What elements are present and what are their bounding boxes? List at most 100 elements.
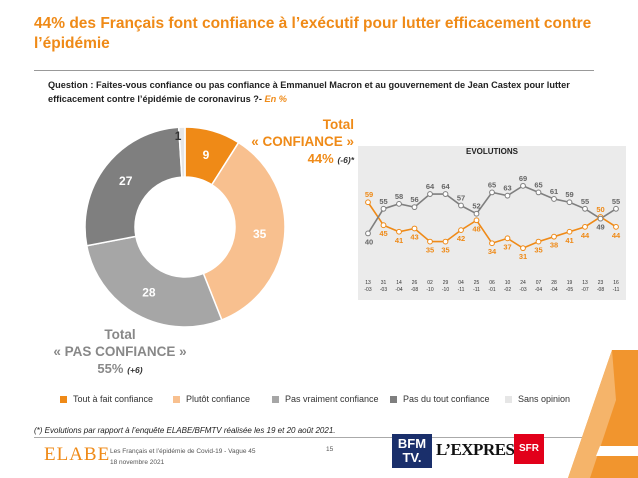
bfmtv-logo-line1: BFM bbox=[397, 436, 427, 451]
legend-label-sans-opinion: Sans opinion bbox=[518, 394, 571, 404]
evo-label-pas-confiance: 40 bbox=[365, 237, 373, 246]
evo-point-confiance bbox=[427, 238, 433, 245]
evo-label-pas-confiance: 55 bbox=[379, 197, 387, 206]
evo-point-pas-confiance bbox=[597, 215, 604, 222]
legend-item-pas-vraiment: Pas vraiment confiance bbox=[272, 394, 379, 404]
evo-tick-label-month: -04 bbox=[395, 287, 402, 293]
legend-swatch-plutot bbox=[173, 395, 180, 403]
legend-label-pas-du-tout: Pas du tout confiance bbox=[403, 394, 490, 404]
evo-label-confiance: 35 bbox=[426, 246, 434, 255]
lexpress-logo: L’EXPRESS bbox=[436, 440, 524, 459]
evo-tick-label: 28 bbox=[551, 280, 557, 286]
evo-point-confiance bbox=[551, 233, 557, 240]
total-pas-confiance-line1: Total bbox=[104, 327, 136, 342]
evo-label-confiance: 45 bbox=[379, 229, 387, 238]
evo-point-confiance bbox=[535, 238, 542, 245]
footer-date: 18 novembre 2021 bbox=[110, 459, 165, 466]
evo-point-confiance bbox=[613, 223, 619, 230]
evo-label-confiance: 59 bbox=[365, 190, 373, 199]
legend-item-pas-du-tout: Pas du tout confiance bbox=[390, 394, 490, 404]
evo-point-pas-confiance bbox=[551, 196, 557, 202]
total-confiance: Total « CONFIANCE » 44% (-6)* bbox=[244, 116, 354, 169]
legend-swatch-pas-du-tout bbox=[390, 395, 397, 403]
evo-label-pas-confiance: 57 bbox=[457, 194, 465, 203]
evo-label-confiance: 41 bbox=[395, 236, 403, 245]
question-text: Question : Faites-vous confiance ou pas … bbox=[48, 78, 594, 106]
evo-point-confiance bbox=[396, 228, 402, 235]
donut-label-tout: 9 bbox=[203, 148, 210, 162]
evo-point-pas-confiance bbox=[442, 191, 449, 197]
evo-label-confiance: 31 bbox=[519, 252, 527, 261]
evolutions-panel bbox=[358, 146, 626, 300]
legend-item-plutot: Plutôt confiance bbox=[173, 394, 250, 404]
evo-tick-label-month: -07 bbox=[581, 287, 588, 293]
donut-label-pas-du-tout: 27 bbox=[119, 174, 133, 188]
evo-label-confiance: 38 bbox=[550, 241, 558, 250]
evo-tick-label: 31 bbox=[381, 280, 387, 286]
evo-point-pas-confiance bbox=[380, 205, 387, 212]
evo-point-confiance bbox=[365, 199, 371, 206]
evo-label-pas-confiance: 65 bbox=[534, 180, 542, 189]
evo-label-confiance: 41 bbox=[565, 236, 573, 245]
evo-tick-label-month: -10 bbox=[442, 287, 449, 293]
donut-slice-plutot bbox=[202, 141, 286, 321]
evo-label-pas-confiance: 52 bbox=[472, 202, 480, 211]
evo-point-pas-confiance bbox=[582, 205, 588, 212]
evo-label-confiance: 44 bbox=[581, 231, 590, 240]
evolutions-title: EVOLUTIONS bbox=[465, 147, 518, 156]
legend-label-tout: Tout à fait confiance bbox=[73, 394, 154, 404]
evo-tick-label: 29 bbox=[443, 280, 449, 286]
total-confiance-pct: 44% bbox=[307, 151, 334, 166]
total-pas-confiance-pct: 55% bbox=[97, 361, 124, 376]
legend-swatch-sans-opinion bbox=[505, 395, 512, 403]
evo-tick-label: 02 bbox=[427, 280, 433, 286]
footnote: (*) Evolutions par rapport à l’enquête E… bbox=[34, 426, 336, 435]
footer-study: Les Français et l’épidémie de Covid-19 -… bbox=[110, 448, 256, 455]
deco-shape-light bbox=[568, 350, 616, 478]
evo-point-pas-confiance bbox=[613, 205, 619, 212]
evo-label-confiance: 35 bbox=[441, 246, 449, 255]
evo-label-pas-confiance: 64 bbox=[441, 182, 450, 191]
legend-swatch-pas-vraiment bbox=[272, 395, 279, 403]
evo-point-pas-confiance bbox=[458, 202, 464, 209]
evo-tick-label-month: -11 bbox=[473, 287, 480, 293]
page-title: 44% des Français font confiance à l’exéc… bbox=[34, 15, 592, 52]
evo-tick-label: 10 bbox=[505, 280, 511, 286]
evo-tick-label: 23 bbox=[598, 280, 604, 286]
evo-label-confiance: 35 bbox=[534, 246, 542, 255]
evo-tick-label-month: -03 bbox=[519, 287, 526, 293]
evo-point-pas-confiance bbox=[520, 182, 526, 189]
evo-tick-label-month: -02 bbox=[504, 287, 511, 293]
evo-label-pas-confiance: 59 bbox=[565, 190, 573, 199]
evo-tick-label-month: -03 bbox=[364, 287, 371, 293]
evo-tick-label-month: -05 bbox=[566, 287, 573, 293]
donut-label-pas-vraiment: 28 bbox=[142, 286, 156, 300]
evo-tick-label: 14 bbox=[396, 280, 402, 286]
evo-point-confiance bbox=[473, 217, 480, 224]
evo-label-pas-confiance: 69 bbox=[519, 174, 527, 183]
bfmtv-logo-line2: TV. bbox=[402, 450, 422, 465]
evo-label-confiance: 37 bbox=[503, 242, 511, 251]
evo-tick-label-month: -04 bbox=[550, 287, 557, 293]
evo-label-confiance: 50 bbox=[596, 205, 604, 214]
donut-label-sans-opinion: 1 bbox=[175, 129, 182, 143]
total-pas-confiance-evo: (+6) bbox=[127, 365, 143, 375]
total-confiance-line1: Total bbox=[322, 117, 354, 132]
evolutions-line-chart: 59 45 41 43 35 35 42 48 34 37 31 35 38 41 44 50 44 40 55 58… bbox=[364, 174, 621, 293]
evo-tick-label-month: -10 bbox=[426, 287, 433, 293]
deco-shape-bar bbox=[596, 446, 638, 456]
sfr-logo: SFR bbox=[514, 434, 544, 464]
legend-swatch-tout bbox=[60, 395, 67, 403]
evo-point-confiance bbox=[504, 235, 511, 242]
footer-divider bbox=[34, 437, 594, 438]
evo-tick-label-month: -11 bbox=[458, 287, 465, 293]
evo-tick-label-month: -08 bbox=[597, 287, 604, 293]
total-confiance-evo: (-6)* bbox=[337, 155, 354, 165]
evo-tick-label: 24 bbox=[520, 280, 526, 286]
evo-label-confiance: 42 bbox=[457, 234, 465, 243]
legend-label-pas-vraiment: Pas vraiment confiance bbox=[285, 394, 379, 404]
evo-point-pas-confiance bbox=[504, 192, 511, 199]
elabe-logo: ELABE bbox=[44, 444, 111, 465]
evo-point-pas-confiance bbox=[566, 199, 573, 206]
evo-label-confiance: 44 bbox=[612, 231, 621, 240]
